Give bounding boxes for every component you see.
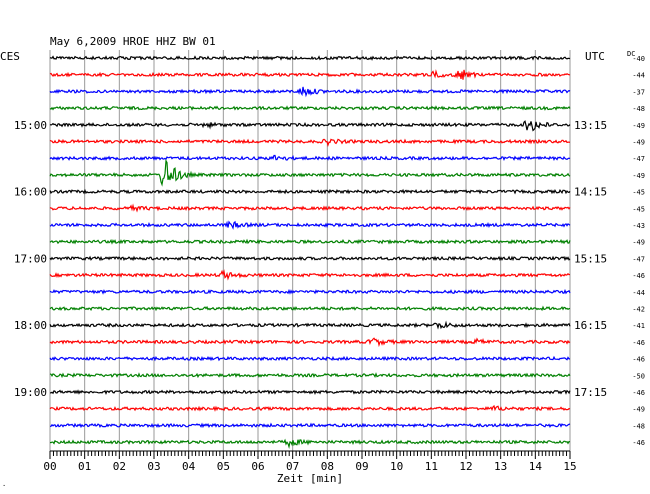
utc-hour-label: 14:15 (574, 186, 607, 199)
local-hour-label: 18:00 (14, 319, 47, 332)
x-tick-label: 07 (286, 460, 299, 473)
x-axis-label: Zeit [min] (277, 472, 343, 485)
trace-row-8 (49, 188, 571, 195)
dc-offset-value: -46 (632, 439, 645, 447)
dc-offset-value: -49 (632, 406, 645, 414)
trace-row-15 (49, 305, 571, 312)
trace-row-21 (49, 404, 571, 412)
trace-row-3 (49, 105, 571, 111)
utc-hour-label: 15:15 (574, 252, 607, 265)
x-tick-label: 08 (321, 460, 334, 473)
trace-row-20 (49, 389, 571, 395)
time-axis: 00 01 02 03 04 05 06 07 08 09 10 11 12 13 14 15 (43, 450, 577, 473)
dc-offset-value: -40 (632, 55, 645, 63)
x-tick-label: 09 (355, 460, 368, 473)
x-tick-label: 02 (113, 460, 126, 473)
x-tick-label: 10 (390, 460, 403, 473)
dc-offset-value: -49 (632, 122, 645, 130)
local-hour-label: 17:00 (14, 252, 47, 265)
dc-offset-value: -44 (632, 289, 645, 297)
dc-offset-value: -47 (632, 155, 645, 163)
utc-time-zone-label: UTC (585, 50, 605, 63)
x-tick-label: 01 (78, 460, 91, 473)
dc-offset-value: -50 (632, 372, 645, 380)
trace-row-17 (49, 337, 571, 348)
dc-offset-value: -46 (632, 356, 645, 364)
trace-row-23 (49, 438, 571, 450)
local-hour-label: 19:00 (14, 386, 47, 399)
trace-row-22 (50, 422, 571, 429)
trace-row-19 (49, 372, 571, 379)
trace-row-2 (49, 86, 571, 98)
dc-offset-value: -48 (632, 105, 645, 113)
x-tick-label: 11 (425, 460, 438, 473)
trace-row-11 (49, 238, 571, 245)
grid-layer (49, 50, 571, 451)
trace-row-5 (49, 138, 571, 147)
x-tick-label: 14 (529, 460, 543, 473)
dc-offset-value: -42 (632, 306, 645, 314)
chart-title: May 6,2009 HROE HHZ BW 01 (50, 35, 216, 48)
dc-offset-value: -45 (632, 189, 645, 197)
traces-layer (49, 55, 571, 450)
trace-row-12 (49, 255, 571, 262)
utc-hour-label: 17:15 (574, 386, 607, 399)
row-labels: 15:00 16:00 17:00 18:00 19:00 13:15 14:15 15:15… (14, 55, 645, 447)
x-tick-label: 04 (182, 460, 196, 473)
x-tick-label: 12 (459, 460, 472, 473)
trace-row-16 (49, 320, 571, 330)
trace-row-4 (49, 120, 571, 132)
dc-offset-value: -41 (632, 322, 645, 330)
dc-offset-value: -49 (632, 172, 645, 180)
dc-offset-header: DC (627, 50, 635, 58)
trace-row-7 (49, 158, 571, 187)
x-tick-label: 00 (43, 460, 56, 473)
dc-offset-value: -46 (632, 389, 645, 397)
dc-offset-value: -48 (632, 422, 645, 430)
dc-offset-value: -44 (632, 72, 645, 80)
utc-hour-label: 16:15 (574, 319, 607, 332)
trace-row-1 (49, 69, 571, 80)
local-hour-label: 15:00 (14, 119, 47, 132)
trace-row-9 (49, 203, 571, 213)
corner-mark: . (2, 480, 6, 488)
trace-row-14 (49, 288, 571, 295)
trace-row-13 (49, 269, 571, 281)
dc-offset-value: -49 (632, 239, 645, 247)
trace-row-18 (49, 355, 570, 362)
x-tick-label: 05 (217, 460, 230, 473)
trace-row-10 (49, 220, 571, 230)
dc-offset-value: -45 (632, 205, 645, 213)
trace-row-0 (49, 55, 571, 61)
utc-hour-label: 13:15 (574, 119, 607, 132)
dc-offset-value: -46 (632, 339, 645, 347)
x-tick-label: 15 (563, 460, 576, 473)
x-tick-label: 03 (147, 460, 160, 473)
trace-row-6 (49, 154, 571, 162)
dc-offset-value: -46 (632, 272, 645, 280)
dc-offset-value: -43 (632, 222, 645, 230)
x-tick-label: 06 (251, 460, 264, 473)
x-tick-label: 13 (494, 460, 507, 473)
dc-offset-value: -37 (632, 88, 645, 96)
local-hour-label: 16:00 (14, 186, 47, 199)
local-time-zone-label: CES (0, 50, 20, 63)
dc-offset-value: -49 (632, 139, 645, 147)
dc-offset-value: -47 (632, 255, 645, 263)
